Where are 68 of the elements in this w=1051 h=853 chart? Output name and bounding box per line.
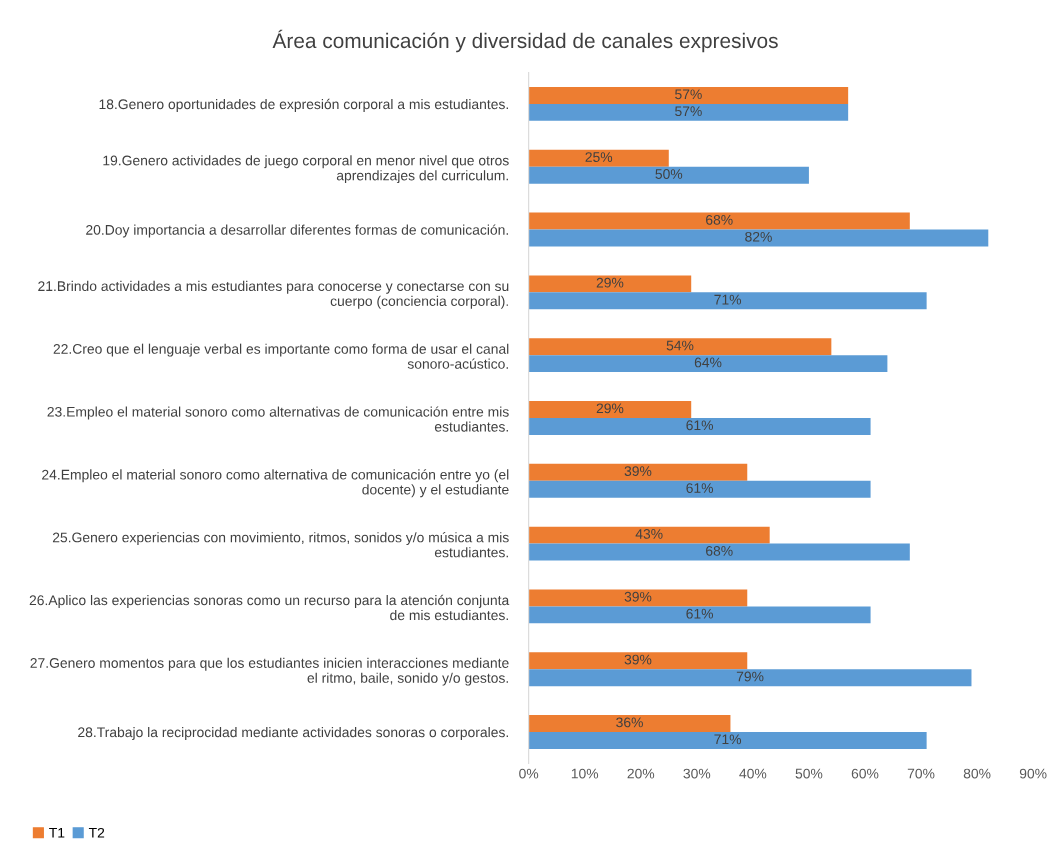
data-label: 39% — [624, 591, 652, 602]
chart-title: Área comunicación y diversidad de canales expresivos — [272, 29, 778, 53]
x-tick-label: 10% — [571, 768, 599, 779]
data-label: 61% — [686, 608, 714, 619]
bar — [528, 292, 927, 310]
x-tick-label: 20% — [627, 768, 655, 779]
y-tick-label: 23.Empleo el material sonoro como alternativas de comunicación entre mis estudiantes. — [47, 406, 509, 432]
data-label: 68% — [706, 214, 733, 225]
data-label: 57% — [675, 106, 702, 117]
y-tick-label: 27.Genero momentos para que los estudiantes inicien interacciones mediante el ritmo, baile, sonido y/o gestos. — [30, 657, 509, 686]
bar — [528, 715, 731, 733]
data-label: 79% — [736, 671, 764, 682]
bar — [528, 606, 871, 624]
legend-label: T1 — [49, 828, 65, 838]
x-tick-label: 50% — [795, 768, 823, 779]
data-label: 57% — [675, 89, 702, 100]
y-tick-label: 28.Trabajo la reciprocidad mediante actividades sonoras o corporales. — [78, 727, 508, 740]
x-tick-label: 40% — [739, 768, 767, 779]
x-tick-label: 80% — [963, 768, 991, 779]
data-label: 50% — [655, 169, 683, 179]
data-label: 64% — [694, 357, 722, 368]
legend-label: T2 — [88, 827, 105, 838]
bar — [528, 463, 748, 481]
y-tick-label: 21.Brindo actividades a mis estudiantes para conocerse y conectarse con su cuerpo (conciencia corporal). — [38, 280, 509, 309]
bar — [528, 275, 692, 293]
y-tick-label: 19.Genero actividades de juego corporal en menor nivel que otros aprendizajes del curriculum. — [103, 155, 509, 184]
bar — [528, 103, 849, 121]
y-tick-label: 25.Genero experiencias con movimiento, ritmos, sonidos y/o música a mis estudiantes. — [52, 532, 509, 558]
bar — [528, 417, 871, 435]
data-label: 61% — [686, 420, 714, 431]
bar — [528, 229, 989, 247]
x-tick-label: 0% — [519, 768, 539, 779]
data-label: 71% — [714, 734, 742, 745]
bar — [528, 543, 910, 561]
data-label: 39% — [624, 466, 652, 477]
y-tick-label: 18.Genero oportunidades de expresión corporal a mis estudiantes. — [99, 98, 508, 112]
y-tick-label: 22.Creo que el lenguaje verbal es importante como forma de usar el canal sonoro-acústico. — [53, 343, 509, 369]
bar — [528, 401, 692, 418]
bar — [528, 355, 888, 373]
bar — [528, 732, 927, 749]
x-tick-label: 30% — [683, 768, 711, 779]
data-label: 71% — [714, 294, 742, 305]
bar — [528, 212, 910, 230]
bar — [528, 526, 770, 544]
y-tick-label: 24.Empleo el material sonoro como alternativa de comunicación entre yo (el docente) y el estudiante — [42, 469, 509, 498]
data-label: 54% — [666, 340, 694, 351]
y-tick-label: 26.Aplico las experiencias sonoras como un recurso para la atención conjunta de mis estudiantes. — [29, 594, 510, 621]
data-label: 39% — [624, 654, 652, 665]
bar — [528, 149, 669, 167]
data-label: 29% — [596, 403, 624, 414]
data-label: 61% — [686, 483, 714, 493]
x-tick-label: 60% — [851, 768, 879, 779]
data-label: 29% — [596, 277, 624, 288]
bar — [528, 652, 748, 670]
bar — [528, 166, 809, 184]
bar — [528, 589, 748, 607]
x-tick-label: 70% — [907, 768, 935, 779]
data-label: 25% — [585, 152, 613, 162]
data-label: 82% — [745, 231, 772, 242]
data-label: 43% — [635, 529, 663, 539]
x-tick-label: 90% — [1019, 768, 1047, 779]
bar — [528, 86, 849, 104]
y-tick-label: 20.Doy importancia a desarrollar diferentes formas de comunicación. — [86, 224, 508, 238]
bar — [528, 669, 972, 687]
bar — [528, 480, 871, 498]
data-label: 68% — [706, 545, 733, 556]
bar — [528, 338, 832, 356]
data-label: 36% — [616, 717, 643, 728]
